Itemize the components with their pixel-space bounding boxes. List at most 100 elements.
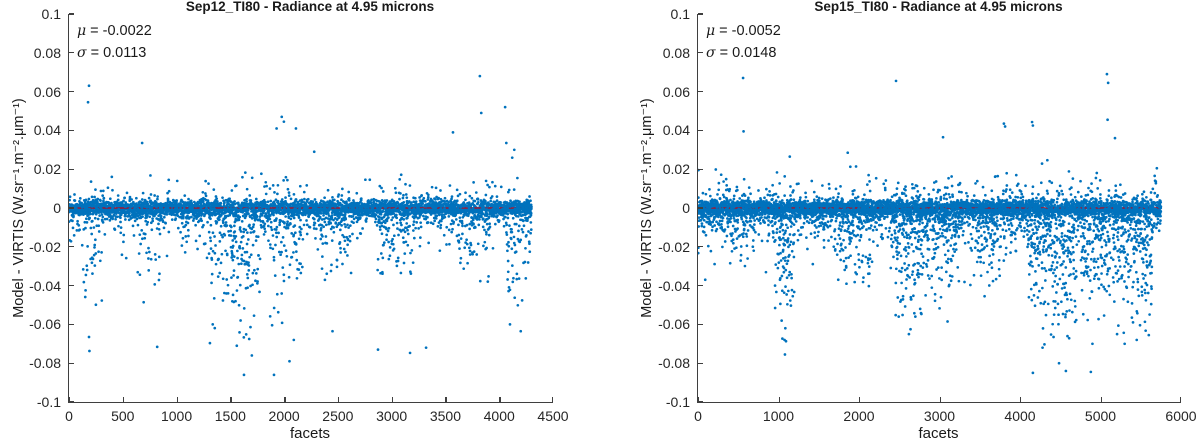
y-tick-label: 0.1 [670,6,690,22]
y-tick-label: -0.02 [658,238,690,255]
y-tick-label: 0 [53,200,61,216]
y-tick-label: -0.1 [36,394,61,410]
y-tick-mark [698,362,703,364]
x-tick-mark [69,397,71,402]
x-tick-mark [1100,397,1102,402]
x-tick-label: 4000 [1004,408,1036,424]
x-tick-label: 4500 [537,408,569,424]
y-tick-mark [698,129,703,132]
mu-stat: μ = -0.0052 [706,23,781,39]
x-tick-label: 1000 [762,408,795,424]
x-tick-label: 3500 [429,408,462,424]
y-tick-label: -0.02 [29,238,61,255]
y-tick-label: 0.04 [662,122,690,139]
mu-symbol: μ [77,23,87,39]
y-tick-label: -0.04 [658,277,690,294]
y-tick-label: -0.06 [29,316,61,333]
x-axis-label: facets [918,425,959,442]
x-tick-mark [551,397,553,402]
y-tick-label: 0.1 [41,6,61,22]
y-tick-label: 0.08 [662,44,690,61]
x-tick-label: 2500 [322,408,354,424]
x-tick-mark [122,397,125,402]
y-tick-label: -0.04 [29,277,61,294]
panel-sep12: Sep12_TI80 - Radiance at 4.95 microns Mo… [11,0,569,442]
x-tick-label: 0 [694,408,702,424]
y-axis-label: Model - VIRTIS (W.sr⁻¹.m⁻².μm⁻¹) [639,98,655,318]
y-tick-label: 0.06 [662,83,690,100]
x-tick-mark [176,397,178,402]
x-tick-label: 500 [111,408,135,424]
sigma-symbol: σ [77,45,87,61]
x-tick-mark [698,397,700,402]
x-tick-label: 3000 [923,408,956,424]
y-tick-mark [698,168,703,170]
y-tick-label: -0.06 [658,316,690,333]
y-tick-mark [69,129,74,132]
sigma-stat: σ = 0.0113 [77,45,147,61]
y-tick-label: -0.1 [665,394,690,410]
y-tick-label: 0.06 [33,83,61,100]
sigma-symbol: σ [706,45,716,61]
x-tick-mark [778,397,780,402]
scatter-canvas [69,14,553,402]
y-tick-mark [698,52,703,54]
y-tick-label: 0.02 [662,161,690,178]
y-tick-mark [69,90,74,93]
y-tick-mark [69,52,74,54]
x-tick-label: 0 [65,408,73,424]
x-axis-label: facets [289,425,331,442]
scatter-canvas [698,14,1181,402]
x-tick-mark [391,397,394,402]
y-tick-label: 0.02 [33,161,61,178]
y-tick-mark [69,168,74,170]
x-tick-label: 4000 [483,408,515,424]
y-tick-mark [69,362,74,364]
plot-title: Sep12_TI80 - Radiance at 4.95 microns [185,0,435,14]
x-tick-label: 2000 [268,408,300,424]
plot-title: Sep15_TI80 - Radiance at 4.95 microns [814,0,1063,14]
mu-stat: μ = -0.0022 [77,23,152,39]
y-tick-mark [69,284,74,287]
y-tick-label: 0.04 [33,122,61,139]
x-tick-mark [337,397,340,402]
plot-area: μ = -0.0052 σ = 0.0148 0.1 0.08 0.06 0.04 0.… [658,6,1197,424]
y-tick-mark [698,284,703,287]
x-tick-label: 2000 [843,408,875,424]
x-tick-mark [1020,397,1022,402]
y-tick-mark [69,246,74,248]
x-tick-mark [499,397,501,402]
x-tick-mark [445,397,447,402]
y-tick-mark [698,323,703,326]
y-tick-label: -0.08 [658,355,690,372]
y-tick-mark [69,207,74,209]
y-tick-mark [698,13,703,15]
stats-annotation: μ = -0.0022 σ = 0.0113 [77,20,152,64]
x-tick-mark [859,397,861,402]
x-tick-label: 3000 [376,408,408,424]
x-tick-mark [230,397,232,402]
y-tick-label: -0.08 [29,355,61,372]
x-tick-mark [1179,397,1181,402]
sigma-stat: σ = 0.0148 [706,45,777,61]
x-tick-label: 5000 [1084,408,1117,424]
y-axis-label: Model - VIRTIS (W.sr⁻¹.m⁻².μm⁻¹) [11,98,27,318]
y-tick-mark [698,90,703,93]
x-tick-mark [939,397,941,402]
y-tick-mark [69,13,74,15]
mu-symbol: μ [706,23,716,39]
plot-area: μ = -0.0022 σ = 0.0113 0.1 0.08 0.06 0.04 0.… [29,6,569,424]
x-tick-label: 6000 [1165,408,1197,424]
y-tick-mark [69,323,74,326]
y-tick-label: 0.08 [33,44,61,61]
y-tick-mark [698,207,703,209]
x-tick-mark [284,397,286,402]
y-tick-mark [698,401,703,403]
y-tick-mark [69,401,74,403]
y-tick-label: 0 [682,200,690,216]
y-tick-mark [698,246,703,248]
stats-annotation: μ = -0.0052 σ = 0.0148 [706,20,781,64]
x-tick-label: 1500 [214,408,246,424]
panel-sep15: Sep15_TI80 - Radiance at 4.95 microns Mo… [600,0,1200,447]
